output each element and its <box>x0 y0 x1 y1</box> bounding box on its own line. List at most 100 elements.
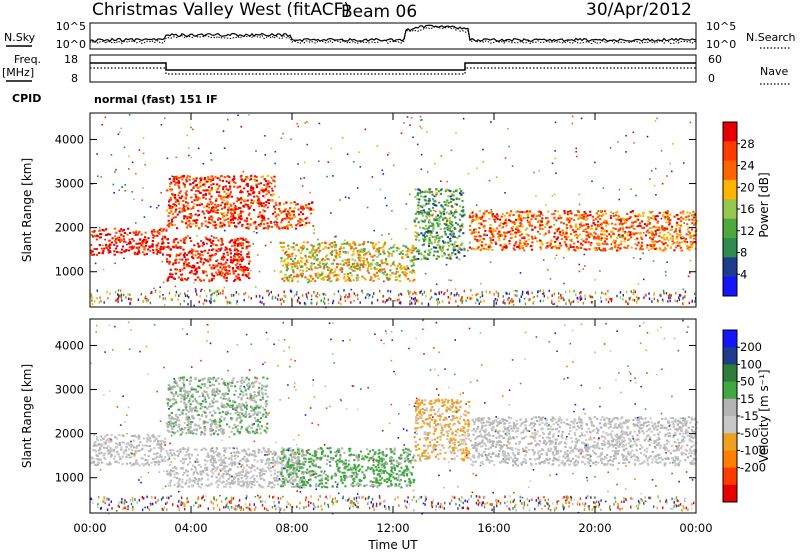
power-cell <box>318 275 321 278</box>
power-cell <box>539 227 542 230</box>
power-cell <box>389 264 393 267</box>
power-cell <box>246 255 249 258</box>
power-cell <box>414 188 417 191</box>
power-cell <box>602 213 605 216</box>
power-speckle <box>386 154 389 156</box>
power-cell <box>214 203 217 206</box>
power-cell <box>226 258 229 261</box>
power-cell <box>596 234 599 237</box>
power-speckle <box>91 230 93 233</box>
power-cell <box>102 250 105 252</box>
power-cell <box>374 243 378 246</box>
power-cell <box>208 216 211 219</box>
power-cell <box>306 216 309 219</box>
power-cell <box>296 275 300 278</box>
power-cell <box>665 211 668 214</box>
power-cell <box>203 177 207 179</box>
power-cell <box>186 204 189 207</box>
power-cell <box>419 226 422 229</box>
power-cell <box>172 277 175 280</box>
power-cell <box>517 225 520 228</box>
power-cell <box>582 213 586 216</box>
power-cell <box>431 224 434 227</box>
power-speckle <box>624 230 626 233</box>
power-cell <box>431 230 434 232</box>
power-cell <box>170 222 173 225</box>
power-cell <box>563 212 566 215</box>
power-cell <box>173 277 176 280</box>
velocity-cell <box>260 460 263 463</box>
power-cell <box>492 235 495 238</box>
power-cell <box>474 218 478 221</box>
power-cell <box>287 244 290 247</box>
power-ground-scatter <box>633 299 636 302</box>
power-speckle <box>270 182 273 185</box>
power-cell <box>137 251 140 254</box>
power-cell <box>212 206 215 209</box>
power-speckle <box>584 230 587 233</box>
power-cell <box>628 217 631 220</box>
power-speckle <box>486 234 488 236</box>
power-cell <box>118 239 121 242</box>
power-cell <box>260 214 263 217</box>
power-cell <box>609 214 612 217</box>
power-speckle <box>92 230 95 233</box>
power-cell <box>172 240 175 243</box>
power-speckle <box>352 161 355 163</box>
power-cell <box>224 249 227 251</box>
power-cell <box>238 259 241 262</box>
velocity-cell <box>95 458 98 460</box>
power-speckle <box>412 136 414 139</box>
power-cell <box>260 187 264 190</box>
velocity-cell <box>209 461 212 464</box>
power-cell <box>217 239 220 242</box>
power-cell <box>343 275 346 278</box>
power-cell <box>356 267 359 270</box>
power-cell <box>528 222 531 225</box>
power-speckle <box>629 226 631 229</box>
power-cell <box>274 223 277 226</box>
power-cell <box>543 234 546 237</box>
velocity-cell <box>169 464 172 467</box>
power-cell <box>196 196 200 199</box>
velocity-cell <box>246 454 249 457</box>
power-cell <box>430 231 433 234</box>
velocity-cell <box>174 454 177 457</box>
velocity-cell <box>108 440 111 443</box>
power-cell <box>415 258 418 261</box>
power-speckle <box>598 248 601 251</box>
velocity-cell <box>245 457 249 460</box>
power-cell <box>555 228 558 231</box>
power-cell <box>556 230 559 233</box>
power-cell <box>585 223 588 226</box>
velocity-cell <box>231 446 235 449</box>
power-cell <box>186 224 190 227</box>
power-speckle <box>514 290 517 292</box>
power-ground-scatter <box>575 293 577 296</box>
power-cell <box>214 175 217 178</box>
power-cell <box>217 186 220 188</box>
power-cell <box>216 191 219 194</box>
power-cell <box>491 248 494 251</box>
velocity-cell <box>210 475 214 478</box>
velocity-cell <box>120 446 123 449</box>
power-cell <box>254 179 257 182</box>
power-ground-scatter <box>680 294 682 297</box>
power-cell <box>127 227 130 230</box>
velocity-cell <box>132 462 135 465</box>
power-cell <box>349 272 352 274</box>
power-cell <box>166 260 169 263</box>
power-cell <box>227 221 230 224</box>
power-cell <box>435 204 438 207</box>
power-speckle <box>666 175 668 177</box>
power-cell <box>443 230 446 233</box>
power-cell <box>111 237 114 240</box>
power-cell <box>119 240 122 243</box>
power-cell <box>99 229 102 232</box>
power-cell <box>210 178 213 181</box>
power-cell <box>382 249 385 252</box>
power-cell <box>513 223 516 226</box>
power-cell <box>402 244 405 247</box>
power-cell <box>416 235 419 238</box>
power-cell <box>303 245 306 248</box>
